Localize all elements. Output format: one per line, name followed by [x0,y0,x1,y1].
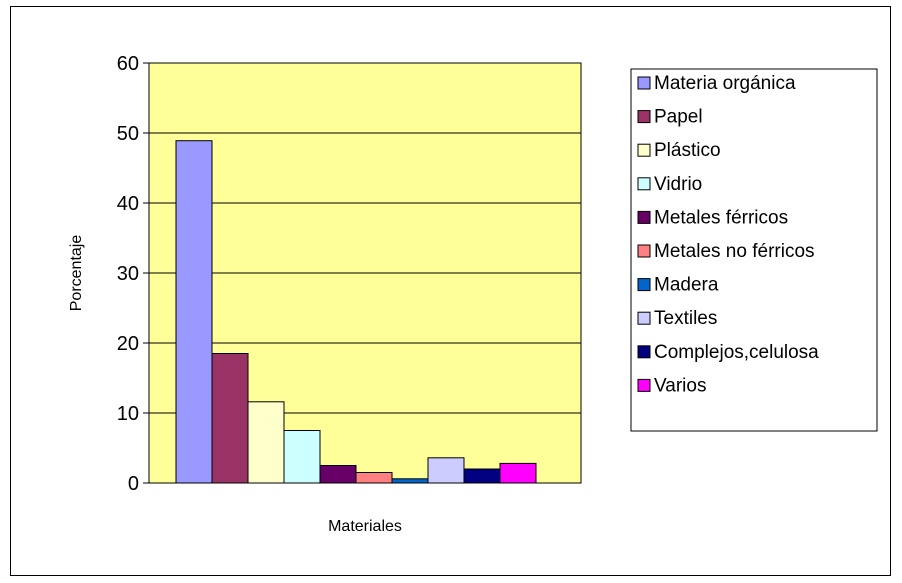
legend-swatch [637,378,651,392]
y-axis-label: Porcentaje [68,235,85,312]
legend-swatch [637,210,651,224]
bar-7 [391,478,429,484]
bar-6 [355,472,393,484]
legend-label: Plástico [654,140,721,161]
legend-swatch [637,143,651,157]
y-tick-label: 30 [117,263,139,285]
legend-label: Metales férricos [654,207,788,228]
bar-chart: 0 10 20 30 40 50 60 Porcentaje Materiales Mate… [68,53,878,535]
legend-swatch [637,278,651,292]
bar-10 [499,462,537,484]
legend-items: Materia orgánica Papel Plástico Vidrio Metal… [637,73,819,396]
legend-label: Complejos,celulosa [654,342,819,363]
x-axis-label: Materiales [328,518,402,535]
legend-label: Metales no férricos [654,241,815,262]
legend-swatch [637,177,651,191]
y-tick-label: 50 [117,123,139,145]
legend-label: Varios [654,375,706,396]
legend-swatch [637,345,651,359]
bar-5 [319,465,357,484]
legend-label: Madera [654,275,719,296]
bar-2 [211,353,249,484]
y-tick-label: 60 [117,53,139,75]
y-tick-label: 20 [117,333,139,355]
legend-label: Materia orgánica [654,73,796,94]
legend-label: Textiles [654,308,717,329]
bar-3 [247,401,285,484]
bars [175,140,537,484]
legend: Materia orgánica Papel Plástico Vidrio Metal… [630,68,878,432]
legend-swatch [637,311,651,325]
legend-swatch [637,76,651,90]
legend-swatch [637,110,651,124]
bar-8 [427,457,465,484]
legend-label: Vidrio [654,174,702,195]
y-axis-ticks: 0 10 20 30 40 50 60 [117,53,149,495]
bar-4 [283,430,321,484]
y-tick-label: 0 [128,473,139,495]
y-tick-label: 40 [117,193,139,215]
bar-9 [463,468,501,484]
legend-swatch [637,244,651,258]
y-tick-label: 10 [117,403,139,425]
legend-label: Papel [654,107,703,128]
legend-box [630,68,878,432]
bar-1 [175,140,213,484]
chart-frame: 0 10 20 30 40 50 60 Porcentaje Materiales Mate… [10,6,891,576]
